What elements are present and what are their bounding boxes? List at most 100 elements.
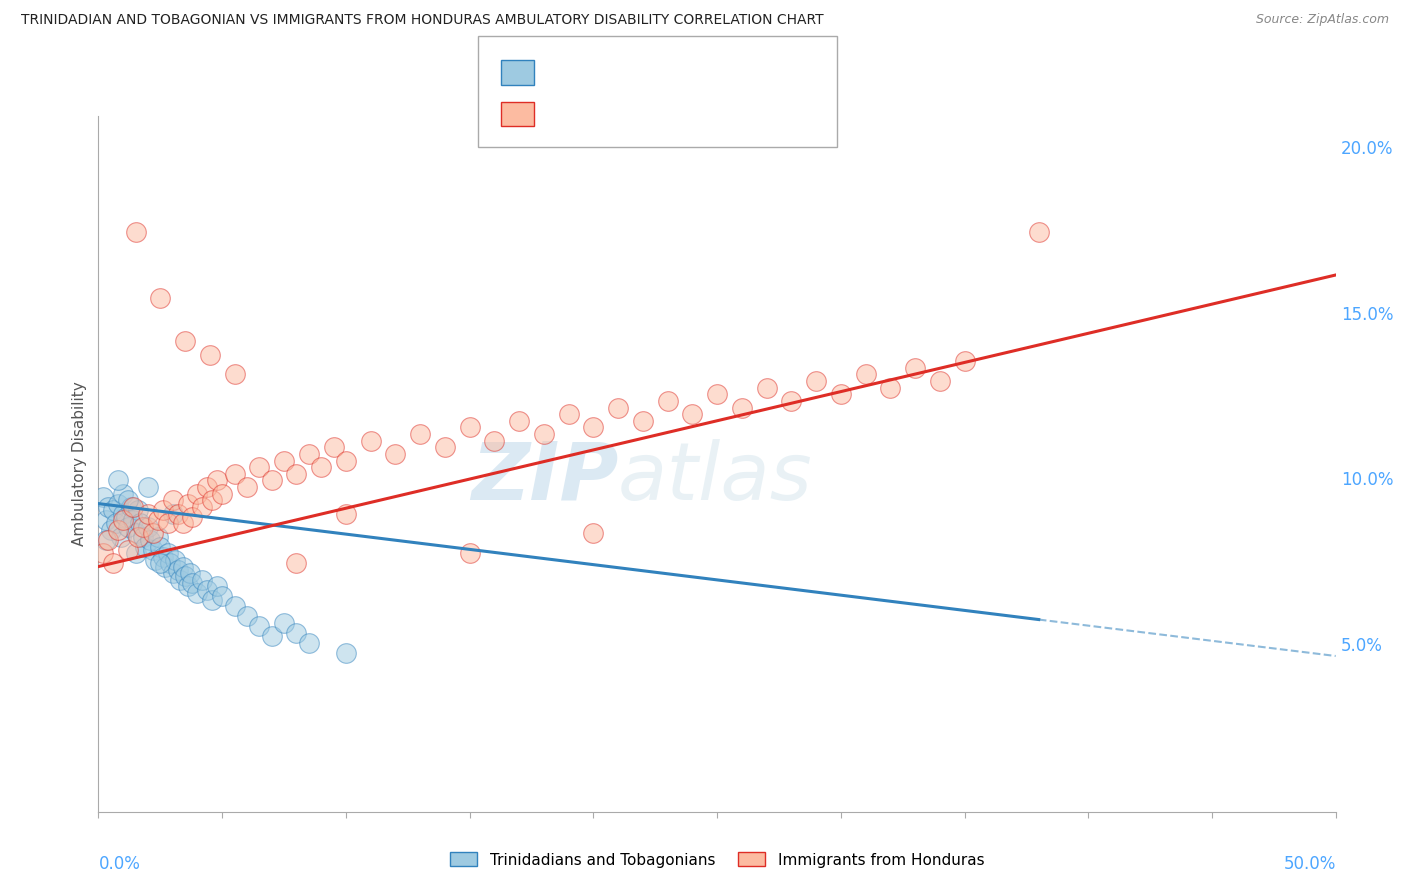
Point: [146, 513, 169, 527]
Point: [607, 401, 630, 415]
Point: [142, 526, 165, 541]
Text: R =: R =: [541, 64, 578, 82]
Point: [195, 480, 218, 494]
Legend: Trinidadians and Tobagonians, Immigrants from Honduras: Trinidadians and Tobagonians, Immigrants…: [444, 847, 990, 873]
Point: [110, 530, 132, 544]
Point: [211, 590, 233, 604]
Point: [107, 497, 129, 511]
Point: [273, 615, 295, 630]
Point: [176, 497, 198, 511]
Point: [94, 513, 117, 527]
Text: 50.0%: 50.0%: [1284, 855, 1336, 872]
Point: [162, 566, 184, 581]
Point: [107, 474, 129, 488]
Text: R =: R =: [541, 105, 578, 123]
Text: 70: 70: [688, 105, 713, 123]
Point: [224, 467, 246, 481]
Point: [205, 579, 228, 593]
Point: [165, 553, 187, 567]
Point: [335, 453, 357, 467]
Point: [285, 556, 308, 570]
Point: [309, 460, 332, 475]
Point: [162, 507, 184, 521]
Text: 20.0%: 20.0%: [1341, 140, 1393, 158]
Point: [93, 490, 115, 504]
Point: [830, 387, 852, 401]
Point: [127, 530, 149, 544]
Point: [681, 407, 703, 421]
Point: [224, 599, 246, 614]
Point: [904, 360, 927, 375]
Point: [260, 474, 283, 488]
Point: [107, 523, 129, 537]
Point: [755, 381, 778, 395]
Point: [114, 509, 136, 524]
Point: [112, 513, 135, 527]
Point: [156, 516, 179, 531]
Point: [224, 368, 246, 382]
Point: [1028, 225, 1050, 239]
Point: [631, 414, 654, 428]
Point: [143, 553, 166, 567]
Point: [166, 563, 188, 577]
Text: atlas: atlas: [619, 439, 813, 516]
Point: [285, 467, 308, 481]
Point: [103, 556, 125, 570]
Point: [124, 546, 146, 560]
Point: [247, 619, 270, 633]
Point: [93, 546, 115, 560]
Point: [201, 493, 224, 508]
Point: [731, 401, 754, 415]
Point: [97, 500, 120, 514]
Point: [335, 646, 357, 660]
Point: [780, 393, 803, 408]
Text: ZIP: ZIP: [471, 439, 619, 516]
Point: [149, 291, 172, 305]
Point: [112, 486, 135, 500]
Point: [191, 500, 214, 514]
Text: N =: N =: [657, 64, 693, 82]
Point: [149, 540, 172, 554]
Point: [149, 556, 172, 570]
Point: [100, 523, 122, 537]
Point: [146, 530, 169, 544]
Point: [166, 507, 188, 521]
Point: [298, 636, 321, 650]
Point: [191, 573, 214, 587]
Text: 5.0%: 5.0%: [1341, 637, 1382, 655]
Point: [174, 569, 197, 583]
Point: [953, 354, 976, 368]
Point: [122, 500, 145, 514]
Point: [205, 474, 228, 488]
Point: [186, 486, 208, 500]
Text: 0.0%: 0.0%: [98, 855, 141, 872]
Point: [142, 543, 165, 558]
Point: [557, 407, 579, 421]
Point: [127, 503, 149, 517]
Point: [855, 368, 877, 382]
Point: [152, 503, 174, 517]
Point: [117, 520, 139, 534]
Point: [247, 460, 270, 475]
Point: [458, 546, 481, 560]
Point: [433, 440, 456, 454]
Point: [104, 516, 127, 531]
Point: [124, 225, 146, 239]
Point: [322, 440, 344, 454]
Text: Source: ZipAtlas.com: Source: ZipAtlas.com: [1256, 13, 1389, 27]
Point: [384, 447, 406, 461]
Point: [409, 427, 432, 442]
Text: N =: N =: [657, 105, 693, 123]
Point: [928, 374, 950, 388]
Point: [156, 546, 179, 560]
Text: 10.0%: 10.0%: [1341, 471, 1393, 490]
Point: [181, 509, 204, 524]
Point: [136, 480, 159, 494]
Point: [120, 500, 142, 514]
Point: [285, 625, 308, 640]
Point: [179, 566, 201, 581]
Point: [298, 447, 321, 461]
Point: [122, 513, 145, 527]
Point: [198, 347, 221, 361]
Point: [124, 526, 146, 541]
